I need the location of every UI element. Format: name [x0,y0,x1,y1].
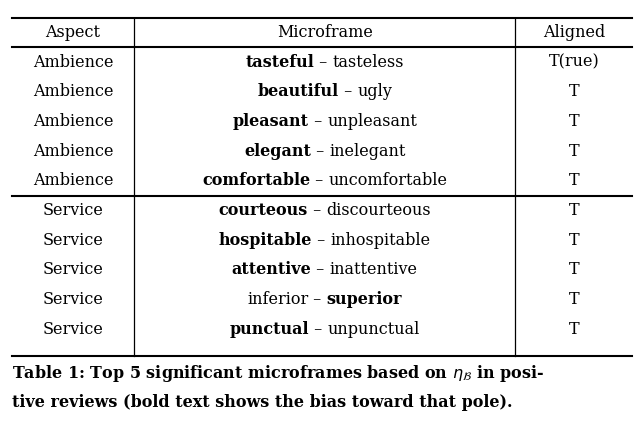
Text: T: T [568,320,579,338]
Text: tive reviews (bold text shows the bias toward that pole).: tive reviews (bold text shows the bias t… [12,394,512,410]
Text: Service: Service [42,291,104,308]
Text: Ambience: Ambience [33,113,113,130]
Text: elegant: elegant [244,143,311,160]
Text: T: T [568,261,579,278]
Text: Ambience: Ambience [33,83,113,100]
Text: inhospitable: inhospitable [331,232,431,248]
Text: Ambience: Ambience [33,143,113,160]
Text: –: – [339,83,357,100]
Text: attentive: attentive [232,261,312,278]
Text: hospitable: hospitable [219,232,312,248]
Text: Microframe: Microframe [277,24,372,41]
Text: T: T [568,113,579,130]
Text: tasteless: tasteless [333,53,404,71]
Text: beautiful: beautiful [258,83,339,100]
Text: T: T [568,232,579,248]
Text: uncomfortable: uncomfortable [328,172,447,189]
Text: –: – [308,113,327,130]
Text: inattentive: inattentive [330,261,418,278]
Text: Service: Service [42,232,104,248]
Text: Service: Service [42,202,104,219]
Text: T: T [568,143,579,160]
Text: –: – [308,291,327,308]
Text: tasteful: tasteful [246,53,314,71]
Text: –: – [314,53,333,71]
Text: ugly: ugly [357,83,392,100]
Text: superior: superior [327,291,403,308]
Text: Aspect: Aspect [45,24,100,41]
Text: –: – [312,261,330,278]
Text: inferior: inferior [247,291,308,308]
Text: courteous: courteous [219,202,308,219]
Text: pleasant: pleasant [233,113,308,130]
Text: T(rue): T(rue) [548,53,599,71]
Text: punctual: punctual [230,320,309,338]
Text: Service: Service [42,320,104,338]
Text: T: T [568,291,579,308]
Text: comfortable: comfortable [202,172,310,189]
Text: Ambience: Ambience [33,172,113,189]
Text: –: – [311,143,329,160]
Text: –: – [310,172,328,189]
Text: Ambience: Ambience [33,53,113,71]
Text: unpunctual: unpunctual [328,320,420,338]
Text: –: – [308,202,326,219]
Text: inelegant: inelegant [329,143,406,160]
Text: unpleasant: unpleasant [327,113,417,130]
Text: –: – [309,320,328,338]
Text: discourteous: discourteous [326,202,431,219]
Text: –: – [312,232,331,248]
Text: Service: Service [42,261,104,278]
Text: T: T [568,83,579,100]
Text: Aligned: Aligned [543,24,605,41]
Text: T: T [568,202,579,219]
Text: T: T [568,172,579,189]
Text: Table 1: Top 5 significant microframes based on $\eta_{\mathcal{B}}$ in posi-: Table 1: Top 5 significant microframes b… [12,363,544,384]
